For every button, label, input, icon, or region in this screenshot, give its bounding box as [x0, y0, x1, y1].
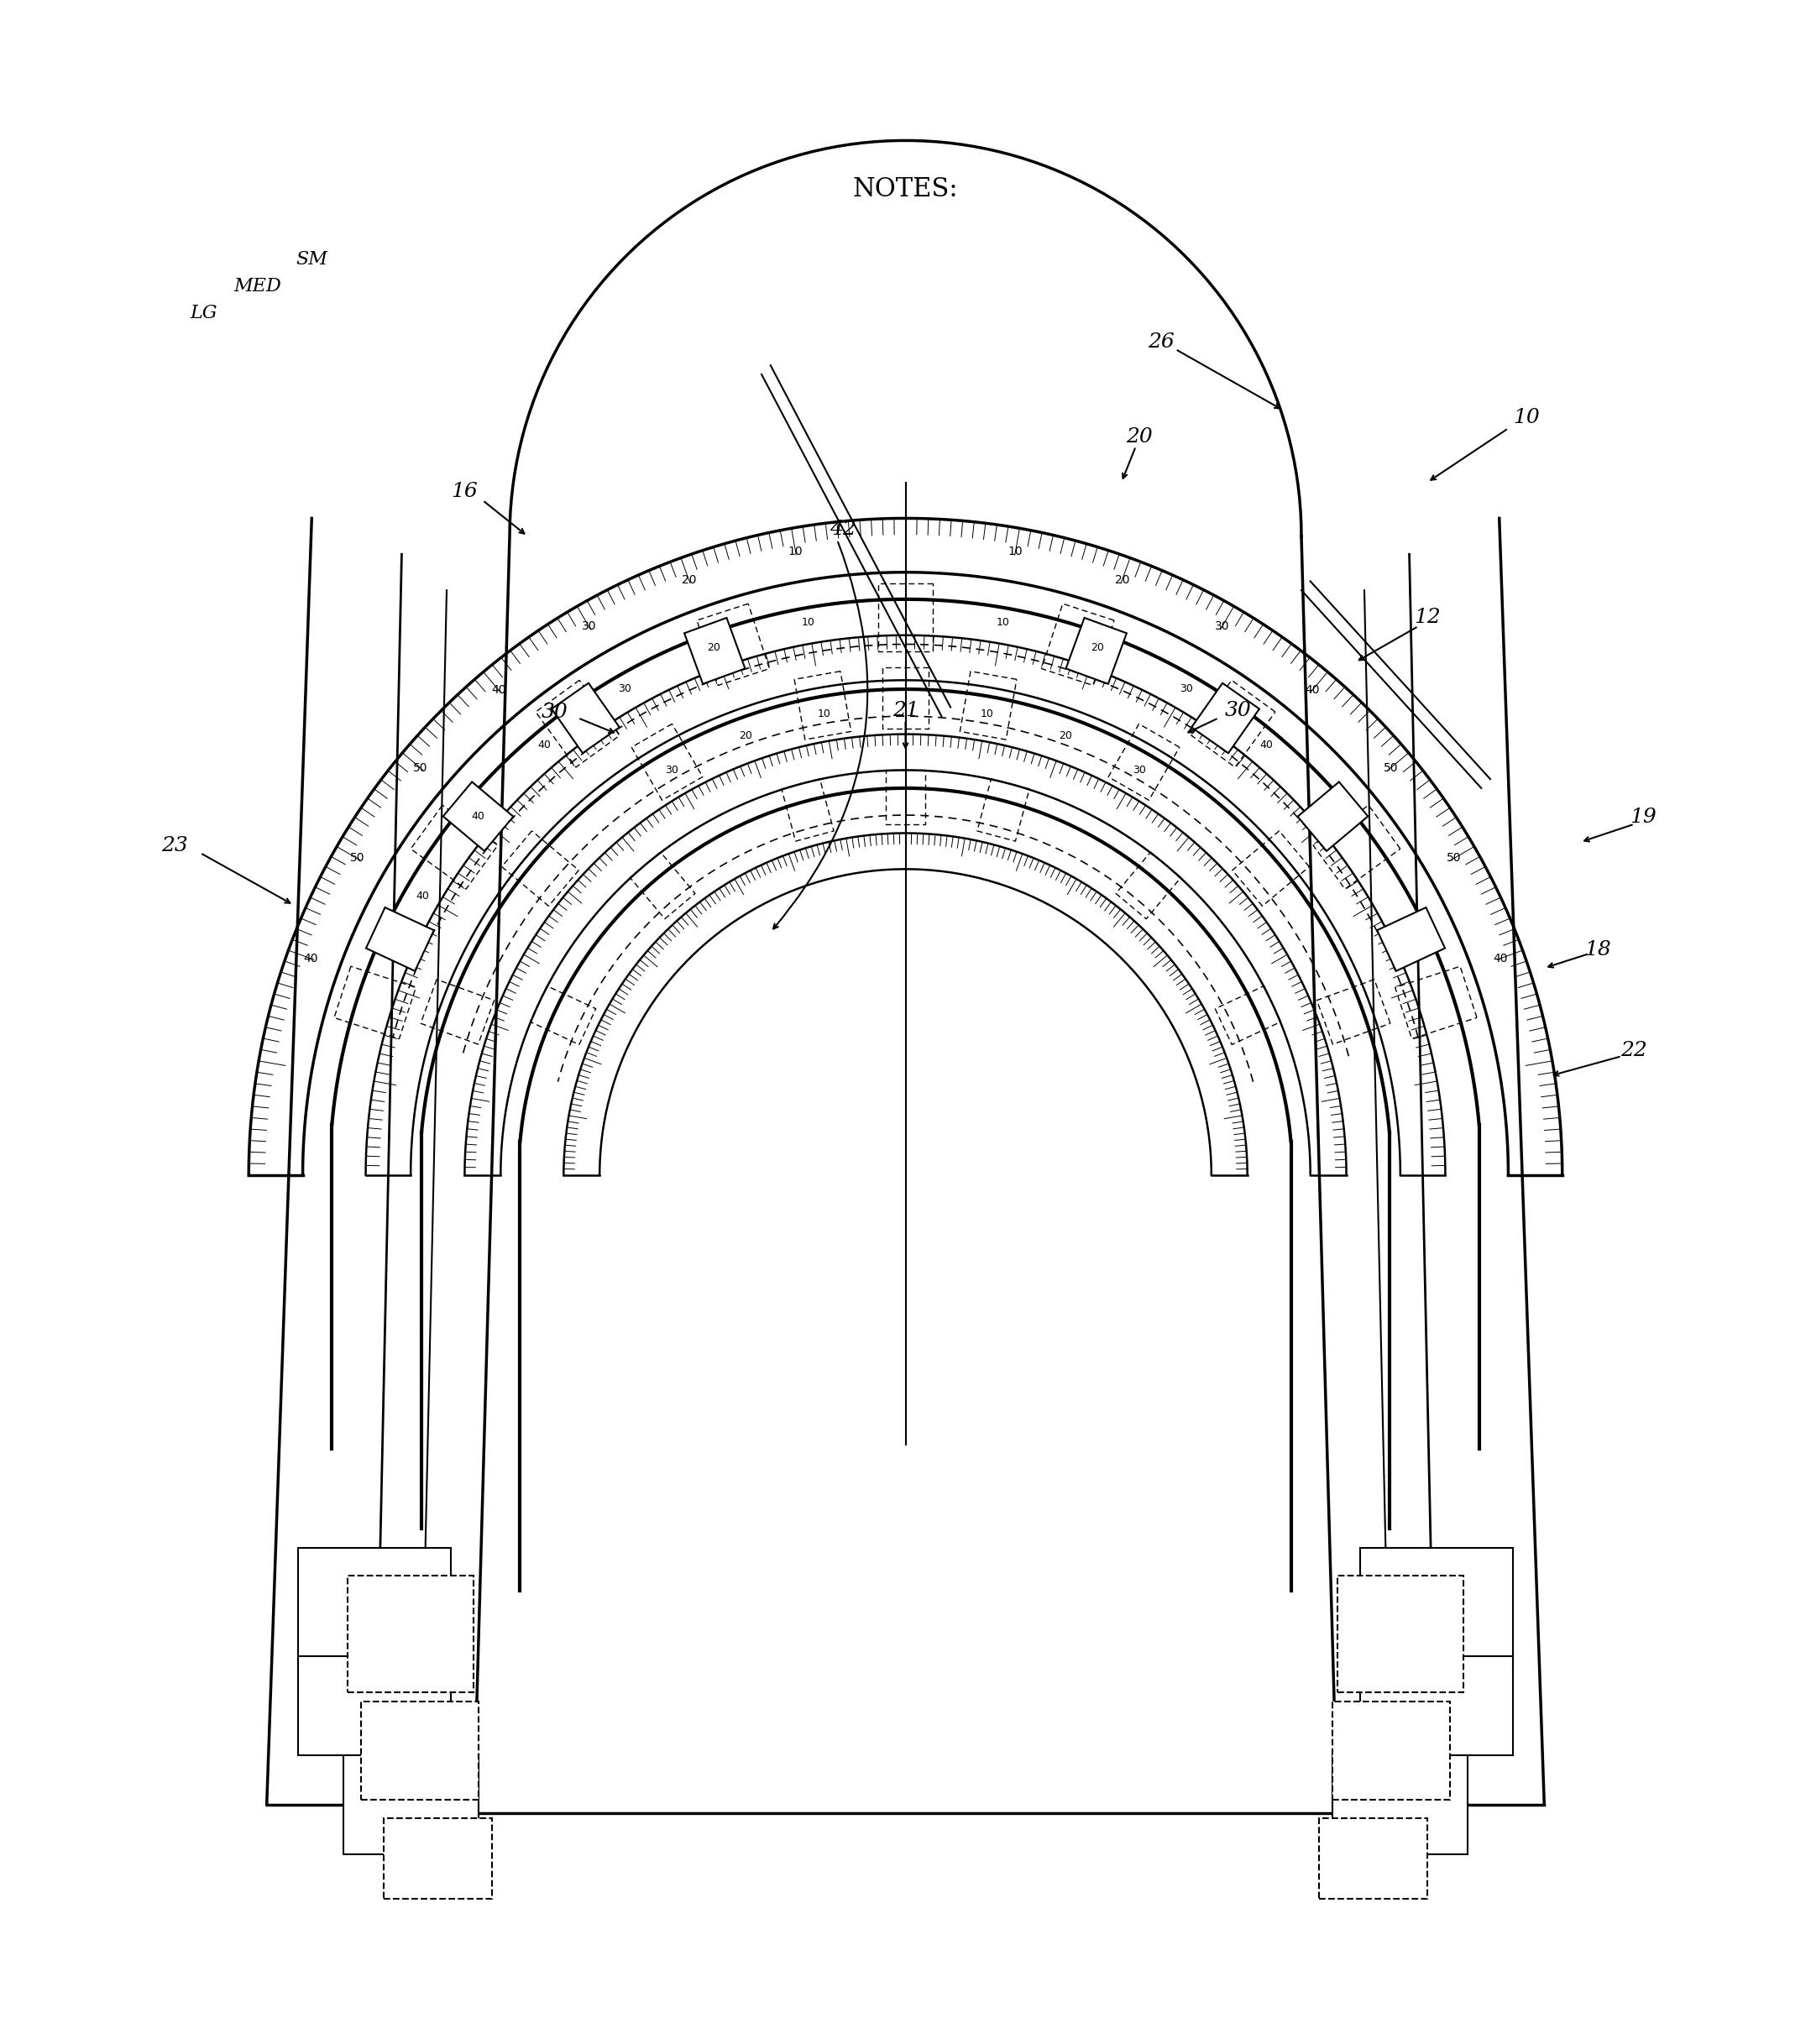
Text: 30: 30 [665, 764, 679, 775]
Bar [1320, 1817, 1427, 1899]
Text: 40: 40 [417, 891, 429, 901]
Text: LG: LG [190, 305, 217, 323]
Text: 20: 20 [681, 574, 695, 587]
Text: 18: 18 [1585, 940, 1612, 961]
Text: 30: 30 [618, 683, 632, 695]
Text: 12: 12 [1414, 607, 1440, 628]
Text: 10: 10 [788, 546, 802, 558]
Text: 40: 40 [1494, 953, 1509, 965]
Text: 30: 30 [541, 703, 569, 722]
Text: 30: 30 [1224, 701, 1251, 719]
Bar [1333, 1756, 1467, 1854]
Text: 40: 40 [471, 811, 485, 822]
Polygon shape [1192, 683, 1259, 752]
Text: 20: 20 [1116, 574, 1130, 587]
Polygon shape [552, 683, 619, 752]
Text: SM: SM [295, 249, 328, 268]
Text: 40: 40 [538, 740, 551, 750]
Bar [299, 1656, 451, 1756]
Text: 16: 16 [451, 482, 478, 501]
Bar [1360, 1547, 1512, 1666]
Polygon shape [685, 617, 744, 685]
Bar [1337, 1576, 1463, 1692]
Bar [384, 1817, 491, 1899]
Text: 50: 50 [413, 762, 427, 775]
Text: 26: 26 [1148, 333, 1174, 352]
Text: 30: 30 [1132, 764, 1146, 775]
Bar [1360, 1656, 1512, 1756]
Text: 40: 40 [1260, 740, 1273, 750]
Bar [348, 1576, 474, 1692]
Text: 10: 10 [980, 709, 994, 719]
Text: MED: MED [234, 278, 283, 296]
Text: 19: 19 [1630, 807, 1657, 826]
Text: 23: 23 [161, 836, 188, 854]
Text: 30: 30 [1179, 683, 1193, 695]
Text: 20: 20 [1126, 427, 1154, 448]
Text: 42: 42 [829, 519, 857, 540]
Text: 30: 30 [581, 621, 596, 632]
Text: 20: 20 [1059, 730, 1072, 740]
Text: 20: 20 [706, 642, 721, 652]
Bar [360, 1701, 478, 1801]
Bar [344, 1756, 478, 1854]
Text: 40: 40 [491, 685, 505, 695]
Text: NOTES:: NOTES: [853, 176, 958, 202]
Text: 50: 50 [1447, 852, 1461, 865]
Text: 21: 21 [893, 701, 918, 719]
Polygon shape [1298, 783, 1367, 850]
Text: 20: 20 [739, 730, 752, 740]
Text: 40: 40 [302, 953, 317, 965]
Text: 10: 10 [1009, 546, 1023, 558]
Polygon shape [1067, 617, 1126, 685]
Text: 10: 10 [1512, 409, 1539, 427]
Text: 30: 30 [1215, 621, 1230, 632]
Text: 50: 50 [350, 852, 364, 865]
Text: 50: 50 [1384, 762, 1398, 775]
Text: 10: 10 [817, 709, 831, 719]
Text: 10: 10 [996, 617, 1011, 628]
Text: 40: 40 [1306, 685, 1320, 695]
Text: 10: 10 [800, 617, 815, 628]
Text: 20: 20 [1090, 642, 1105, 652]
Polygon shape [1376, 908, 1445, 971]
Polygon shape [444, 783, 513, 850]
Polygon shape [366, 908, 435, 971]
Bar [299, 1547, 451, 1666]
Bar [1333, 1701, 1451, 1801]
Text: 22: 22 [1621, 1040, 1648, 1061]
